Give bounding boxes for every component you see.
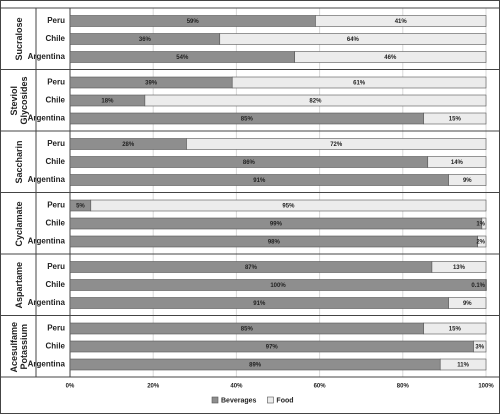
category-label: Argentina bbox=[28, 298, 66, 307]
value-label: 54% bbox=[176, 55, 189, 61]
category-label: Argentina bbox=[28, 52, 66, 61]
category-label: Argentina bbox=[28, 237, 66, 246]
bar-segment bbox=[448, 297, 487, 309]
group-label: Acesulfame Potassium bbox=[9, 320, 29, 372]
value-label: 15% bbox=[449, 117, 462, 123]
category-label: Argentina bbox=[28, 114, 66, 123]
bar-segment bbox=[431, 261, 487, 273]
group-label: Steviol Glycosides bbox=[9, 76, 29, 125]
value-label: 59% bbox=[187, 19, 200, 25]
bar-segment bbox=[315, 15, 487, 27]
value-label: 85% bbox=[241, 327, 254, 333]
value-label: 89% bbox=[249, 363, 262, 369]
bar-segment bbox=[477, 235, 487, 248]
value-label: 11% bbox=[457, 363, 469, 369]
value-label: 97% bbox=[266, 345, 279, 351]
x-tick-label: 80% bbox=[397, 384, 410, 390]
x-tick-label: 0% bbox=[66, 384, 75, 390]
category-label: Peru bbox=[47, 16, 65, 25]
value-label: 85% bbox=[241, 117, 254, 123]
value-label: 14% bbox=[451, 160, 464, 166]
category-label: Chile bbox=[45, 219, 65, 228]
bar-segment bbox=[186, 138, 487, 150]
group-label: Aspartame bbox=[14, 261, 24, 309]
category-label: Chile bbox=[45, 96, 65, 105]
value-label: 91% bbox=[253, 178, 266, 184]
value-label: 82% bbox=[309, 99, 322, 105]
category-label: Chile bbox=[45, 157, 65, 166]
bar-segment bbox=[427, 156, 487, 168]
value-label: 98% bbox=[268, 240, 281, 246]
value-label: 72% bbox=[330, 142, 343, 148]
value-label: 2% bbox=[476, 240, 485, 246]
bar-segment bbox=[231, 76, 487, 89]
category-label: Peru bbox=[47, 139, 65, 148]
value-label: 86% bbox=[243, 160, 256, 166]
legend-label: Food bbox=[276, 397, 293, 404]
x-tick-label: 100% bbox=[478, 384, 494, 390]
value-label: 15% bbox=[449, 327, 462, 333]
value-label: 1% bbox=[476, 222, 485, 228]
value-label: 100% bbox=[270, 283, 286, 289]
value-label: 64% bbox=[347, 37, 360, 43]
value-label: 91% bbox=[253, 301, 266, 307]
value-label: 87% bbox=[245, 265, 258, 271]
x-tick-label: 20% bbox=[147, 384, 160, 390]
category-label: Chile bbox=[45, 34, 65, 43]
bar-segment bbox=[294, 51, 487, 63]
legend-swatch bbox=[211, 396, 219, 404]
bar-segment bbox=[90, 199, 487, 212]
bar-segment bbox=[423, 322, 487, 335]
value-label: 9% bbox=[463, 301, 472, 307]
value-label: 5% bbox=[76, 204, 85, 210]
category-label: Peru bbox=[47, 324, 65, 333]
bar-segment bbox=[219, 33, 487, 45]
bar-segment bbox=[439, 358, 487, 371]
category-label: Peru bbox=[47, 262, 65, 271]
category-label: Argentina bbox=[28, 175, 66, 184]
value-label: 99% bbox=[270, 222, 283, 228]
bar-segment bbox=[144, 94, 487, 107]
category-label: Chile bbox=[45, 280, 65, 289]
value-label: 36% bbox=[139, 37, 152, 43]
value-label: 46% bbox=[384, 55, 397, 61]
bar-segment bbox=[473, 340, 487, 353]
group-label: Cyclamate bbox=[14, 200, 24, 246]
category-label: Peru bbox=[47, 201, 65, 210]
value-label: 95% bbox=[282, 204, 295, 210]
category-label: Argentina bbox=[28, 360, 66, 369]
category-label: Peru bbox=[47, 78, 65, 87]
value-label: 61% bbox=[353, 81, 366, 87]
group-label: Saccharin bbox=[14, 140, 24, 184]
bar-segment bbox=[448, 174, 487, 186]
value-label: 18% bbox=[101, 99, 114, 105]
value-label: 28% bbox=[122, 142, 135, 148]
category-label: Chile bbox=[45, 342, 65, 351]
value-label: 13% bbox=[453, 265, 466, 271]
value-label: 41% bbox=[395, 19, 408, 25]
bar-segment bbox=[481, 217, 487, 230]
value-label: 39% bbox=[145, 81, 158, 87]
x-tick-label: 40% bbox=[230, 384, 243, 390]
legend-swatch bbox=[267, 396, 274, 404]
bar-segment bbox=[423, 112, 487, 125]
x-tick-label: 60% bbox=[314, 384, 327, 390]
group-label: Sucralose bbox=[14, 17, 24, 61]
value-label: 3% bbox=[475, 345, 484, 351]
legend-label: Beverages bbox=[221, 397, 257, 404]
value-label: 0.1% bbox=[471, 283, 485, 289]
value-label: 9% bbox=[463, 178, 472, 184]
